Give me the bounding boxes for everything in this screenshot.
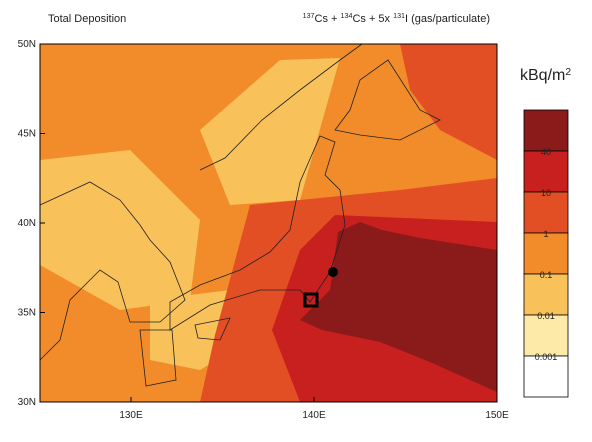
legend-label: 40 xyxy=(541,147,551,157)
text-part: I (gas/particulate) xyxy=(405,13,490,25)
medium-deposition-area xyxy=(400,44,497,160)
legend-swatch xyxy=(523,232,569,275)
highest-deposition-area xyxy=(300,222,497,392)
superscript: 134 xyxy=(341,12,353,20)
lon-label: 140E xyxy=(302,410,326,421)
legend-label: 10 xyxy=(541,188,551,198)
city-marker xyxy=(303,292,319,308)
text-part: Cs + 5x xyxy=(352,13,393,25)
coastline xyxy=(39,181,186,361)
lat-label: 35N xyxy=(18,308,36,319)
coastline xyxy=(334,59,441,141)
superscript: 2 xyxy=(565,67,571,78)
superscript: 137 xyxy=(303,12,315,20)
text-part: kBq/m xyxy=(520,67,565,84)
legend-swatch xyxy=(523,109,569,152)
coastline xyxy=(199,43,363,171)
coastline xyxy=(194,317,231,341)
lat-label: 40N xyxy=(18,218,36,229)
coastline xyxy=(169,135,346,331)
coastlines xyxy=(39,43,441,387)
legend-swatch xyxy=(523,191,569,234)
legend-label: 0.01 xyxy=(537,311,555,321)
legend-label: 1 xyxy=(543,229,548,239)
map xyxy=(39,43,498,403)
superscript: 131 xyxy=(393,12,405,20)
lat-label: 45N xyxy=(18,129,36,140)
legend-swatch xyxy=(523,273,569,316)
subtitle: 137Cs + 134Cs + 5x 131I (gas/particulate… xyxy=(303,12,490,25)
lon-label: 150E xyxy=(485,410,509,421)
low-deposition-area xyxy=(40,150,200,310)
legend-swatch xyxy=(523,150,569,193)
text-part: Cs + xyxy=(315,13,341,25)
lon-label: 130E xyxy=(119,410,143,421)
coastline xyxy=(139,329,177,387)
lat-label: 50N xyxy=(18,39,36,50)
low-deposition-area xyxy=(200,58,340,205)
legend-swatch xyxy=(523,355,569,398)
legend-unit: kBq/m2 xyxy=(520,67,571,85)
lat-label: 30N xyxy=(18,397,36,408)
legend-swatch xyxy=(523,314,569,357)
title: Total Deposition xyxy=(48,13,126,25)
legend-label: 0.1 xyxy=(540,270,553,280)
site-marker xyxy=(328,267,338,277)
legend-label: 0.001 xyxy=(535,352,558,362)
